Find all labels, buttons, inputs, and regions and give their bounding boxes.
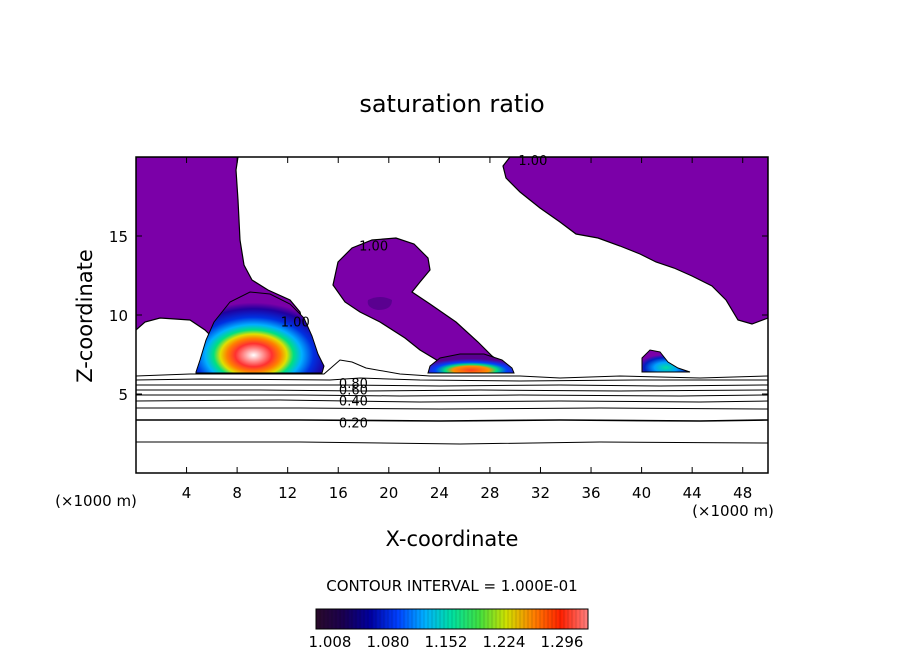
- plot-area: [136, 157, 768, 445]
- colorbar-tick-label: 1.296: [541, 633, 584, 651]
- x-unit-left: (×1000 m): [55, 492, 137, 510]
- x-tick-label: 8: [232, 484, 242, 502]
- y-axis: 5 10 15: [109, 228, 768, 404]
- x-axis-label: X-coordinate: [386, 527, 519, 551]
- x-tick-label: 48: [733, 484, 752, 502]
- y-tick-label: 10: [109, 307, 128, 325]
- chart-title: saturation ratio: [359, 90, 544, 118]
- middle-supersaturated-region: [332, 237, 502, 363]
- colorbar-tick-label: 1.080: [367, 633, 410, 651]
- contour-label: 0.60: [339, 383, 368, 398]
- x-axis: 4 8 12 16 20 24 28 32 36 40 44 48: [182, 157, 752, 502]
- x-tick-label: 12: [278, 484, 297, 502]
- left-convective-cell: [195, 291, 325, 374]
- colorbar-stripes: [319, 609, 585, 629]
- contour-label: 0.40: [339, 394, 368, 409]
- x-tick-label: 44: [683, 484, 702, 502]
- colorbar: 1.008 1.080 1.152 1.224 1.296: [309, 608, 589, 651]
- subsaturated-contours: [136, 359, 768, 445]
- x-tick-label: 4: [182, 484, 192, 502]
- x-tick-label: 24: [430, 484, 449, 502]
- contour-label: 0.20: [339, 416, 368, 431]
- x-tick-label: 32: [531, 484, 550, 502]
- y-tick-label: 5: [118, 386, 128, 404]
- middle-inner-contour: [367, 297, 392, 310]
- x-tick-label: 16: [329, 484, 348, 502]
- colorbar-labels: 1.008 1.080 1.152 1.224 1.296: [309, 633, 584, 651]
- right-convective-cell: [641, 349, 691, 373]
- x-unit-right: (×1000 m): [692, 502, 774, 520]
- contour-labels: 1.00 1.00 1.00 0.800.600.40 0.20: [281, 154, 548, 431]
- x-tick-label: 40: [632, 484, 651, 502]
- x-tick-label: 36: [581, 484, 600, 502]
- middle-convective-cell: [427, 353, 515, 374]
- x-tick-label: 28: [480, 484, 499, 502]
- colorbar-tick-label: 1.224: [483, 633, 526, 651]
- colorbar-tick-label: 1.152: [425, 633, 468, 651]
- contour-label: 1.00: [518, 154, 547, 169]
- contour-label: 0.80: [339, 377, 368, 392]
- contour-label: 1.00: [281, 315, 310, 330]
- y-tick-label: 15: [109, 228, 128, 246]
- x-tick-label: 20: [379, 484, 398, 502]
- right-supersaturated-region: [502, 157, 768, 325]
- colorbar-tick-label: 1.008: [309, 633, 352, 651]
- colorbar-gradient: [315, 608, 589, 630]
- contour-interval: CONTOUR INTERVAL = 1.000E-01: [326, 577, 577, 595]
- y-axis-label: Z-coordinate: [73, 249, 97, 383]
- contour-label: 1.00: [359, 239, 388, 254]
